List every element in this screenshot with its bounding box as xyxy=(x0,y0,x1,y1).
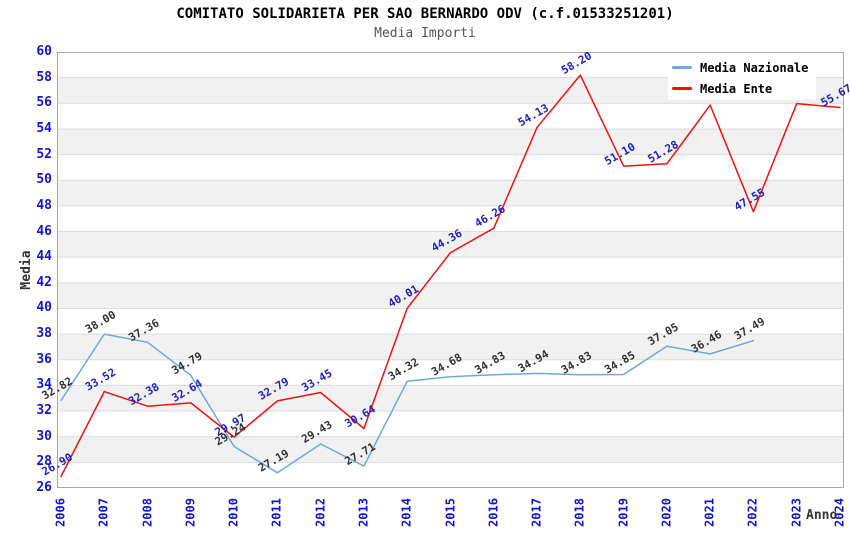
x-tick-label: 2011 xyxy=(269,498,284,527)
y-tick-label: 48 xyxy=(36,197,52,213)
plot-border xyxy=(57,52,844,488)
grid-band xyxy=(57,282,844,309)
grid-band xyxy=(57,436,844,463)
y-tick-label: 60 xyxy=(36,44,52,59)
x-tick-label: 2012 xyxy=(313,498,328,527)
x-tick-label: 2024 xyxy=(832,498,847,527)
y-tick-label: 38 xyxy=(36,326,52,342)
x-tick-label: 2020 xyxy=(659,498,674,527)
x-tick-label: 2021 xyxy=(702,498,717,527)
legend-label: Media Nazionale xyxy=(700,60,809,75)
y-tick-label: 40 xyxy=(36,300,52,316)
y-tick-label: 28 xyxy=(36,454,52,470)
grid-band xyxy=(57,334,844,360)
y-tick-label: 56 xyxy=(36,95,52,111)
x-tick-label: 2010 xyxy=(226,498,241,527)
nazionale-series-line xyxy=(60,333,755,474)
y-tick-label: 30 xyxy=(36,428,52,444)
x-tick-label: 2014 xyxy=(399,498,414,527)
data-label: 54.13 xyxy=(516,101,551,129)
x-tick-label: 2013 xyxy=(356,498,371,527)
data-label: 38.00 xyxy=(83,308,118,336)
y-tick-label: 52 xyxy=(36,146,52,162)
x-tick-label: 2007 xyxy=(96,498,111,527)
ente-line-swatch-icon xyxy=(672,87,692,90)
y-tick-label: 46 xyxy=(36,223,52,239)
x-tick-label: 2019 xyxy=(616,498,631,527)
y-tick-label: 42 xyxy=(36,274,52,290)
y-tick-label: 58 xyxy=(36,69,52,85)
y-tick-label: 36 xyxy=(36,351,52,367)
ente-series-line xyxy=(60,74,841,478)
x-tick-label: 2018 xyxy=(572,498,587,527)
x-tick-label: 2008 xyxy=(140,498,155,527)
nazionale-line-swatch-icon xyxy=(672,66,692,69)
y-tick-label: 50 xyxy=(36,172,52,188)
x-axis-title: Anno xyxy=(806,508,838,523)
y-tick-label: 34 xyxy=(36,377,52,393)
chart-subtitle: Media Importi xyxy=(374,26,476,41)
x-tick-label: 2015 xyxy=(443,498,457,527)
chart-title: COMITATO SOLIDARIETA PER SAO BERNARDO OD… xyxy=(176,6,674,22)
data-label: 58.20 xyxy=(559,49,594,77)
y-tick-label: 32 xyxy=(36,403,52,419)
legend-label: Media Ente xyxy=(700,81,773,96)
x-tick-label: 2023 xyxy=(789,498,804,527)
y-tick-label: 26 xyxy=(36,480,52,495)
grid-band xyxy=(57,180,844,206)
legend-item-media-ente: Media Ente xyxy=(672,81,816,96)
legend: Media Nazionale Media Ente xyxy=(668,56,816,100)
grid-band xyxy=(57,385,844,412)
x-tick-label: 2022 xyxy=(745,498,760,527)
grid-band xyxy=(57,128,844,155)
x-tick-label: 2017 xyxy=(529,498,544,527)
y-tick-label: 44 xyxy=(36,249,52,265)
x-tick-label: 2009 xyxy=(183,498,198,527)
x-tick-label: 2016 xyxy=(486,498,501,527)
legend-item-media-nazionale: Media Nazionale xyxy=(672,60,816,75)
x-tick-label: 2006 xyxy=(53,498,68,527)
y-tick-label: 54 xyxy=(36,120,52,136)
